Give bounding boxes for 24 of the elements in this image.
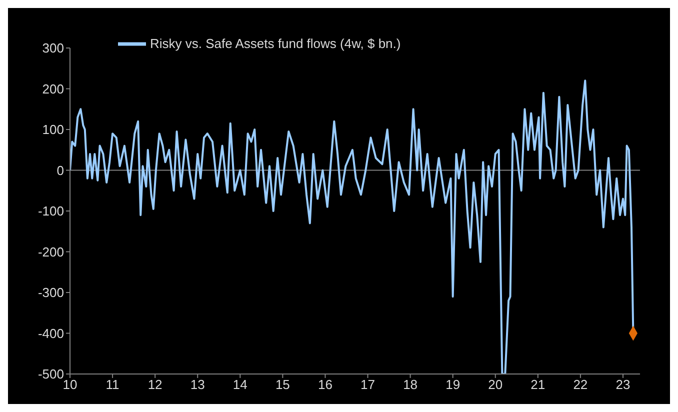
x-tick-label: 10 — [62, 377, 78, 392]
y-tick-label: -200 — [38, 244, 64, 260]
y-tick-label: 100 — [42, 122, 64, 138]
y-tick-label: -300 — [38, 285, 64, 300]
x-tick-label: 11 — [106, 377, 120, 392]
y-tick-label: -100 — [38, 204, 64, 219]
y-tick-label: -500 — [38, 366, 64, 382]
y-tick-label: -400 — [38, 326, 64, 341]
x-tick-label: 13 — [190, 377, 205, 392]
y-tick-label: 200 — [42, 81, 64, 96]
x-tick-label: 21 — [530, 377, 546, 392]
y-tick-label: 300 — [42, 40, 64, 56]
x-tick-label: 23 — [616, 377, 630, 392]
x-tick-label: 15 — [275, 377, 290, 392]
x-tick-label: 12 — [148, 377, 162, 392]
x-tick-label: 22 — [573, 377, 588, 392]
legend-label: Risky vs. Safe Assets fund flows (4w, $ bn.) — [150, 36, 401, 52]
x-tick-label: 19 — [446, 377, 460, 392]
x-tick-label: 20 — [488, 377, 503, 392]
y-tick-label: 0 — [56, 162, 64, 178]
x-tick-label: 16 — [318, 377, 332, 392]
x-tick-label: 18 — [403, 377, 418, 392]
x-tick-label: 14 — [232, 377, 248, 392]
x-tick-label: 17 — [360, 377, 375, 392]
